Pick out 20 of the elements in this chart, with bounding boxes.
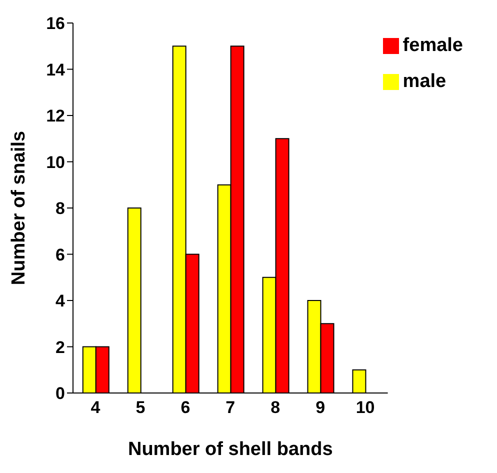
y-tick-label: 8 — [56, 199, 65, 218]
x-tick-label: 6 — [180, 398, 190, 418]
x-tick-label: 10 — [356, 398, 375, 418]
x-tick-label: 5 — [136, 398, 146, 418]
x-tick-label: 9 — [316, 398, 326, 418]
y-tick-label: 0 — [56, 384, 65, 404]
y-tick-label: 10 — [46, 152, 65, 172]
y-tick-label: 12 — [46, 106, 65, 126]
x-tick-label: 8 — [270, 398, 280, 418]
x-tick-label: 4 — [90, 398, 101, 418]
x-axis-title: Number of shell bands — [128, 439, 333, 460]
y-tick-label: 4 — [56, 292, 66, 311]
y-tick-label: 16 — [46, 14, 65, 34]
y-axis-title: Number of snails — [8, 130, 30, 286]
x-tick-label: 7 — [226, 398, 236, 418]
y-tick-label: 14 — [46, 60, 66, 80]
y-tick-label: 6 — [56, 245, 65, 264]
legend-label: male — [402, 71, 446, 92]
legend-label: female — [402, 35, 463, 56]
y-tick-label: 2 — [56, 338, 65, 357]
